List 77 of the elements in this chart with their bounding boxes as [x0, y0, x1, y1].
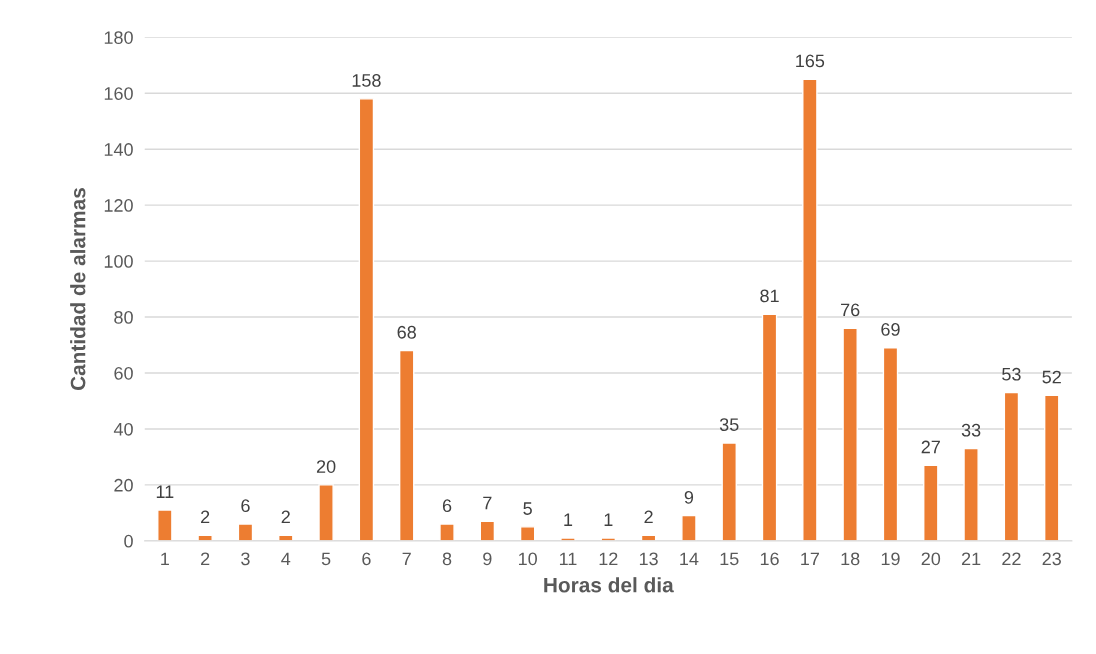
y-axis-title: Cantidad de alarmas — [70, 188, 86, 391]
bar — [318, 484, 334, 541]
x-tick-label: 19 — [881, 552, 900, 566]
data-label: 20 — [316, 460, 336, 473]
data-label: 35 — [719, 418, 739, 431]
data-label: 33 — [961, 423, 981, 437]
bar — [157, 509, 173, 541]
x-tick-label: 11 — [559, 552, 577, 566]
x-tick-label: 1 — [161, 552, 169, 566]
data-label: 7 — [483, 496, 492, 510]
bar — [882, 347, 899, 541]
x-tick-label: 14 — [680, 552, 699, 566]
y-tick-label: 160 — [104, 87, 133, 100]
data-label: 165 — [796, 54, 825, 68]
x-tick-label: 10 — [518, 552, 537, 566]
x-tick-label: 15 — [720, 552, 739, 566]
data-label: 6 — [241, 499, 250, 513]
data-label: 2 — [201, 510, 210, 524]
data-label: 11 — [156, 485, 174, 498]
bar — [479, 520, 496, 541]
y-tick-label: 100 — [104, 255, 133, 268]
data-label: 53 — [1002, 367, 1021, 381]
data-label: 6 — [442, 499, 452, 513]
x-tick-label: 2 — [201, 552, 210, 566]
x-tick-label: 9 — [483, 552, 492, 566]
data-label: 81 — [760, 289, 779, 303]
x-axis-title: Horas del dia — [544, 577, 674, 593]
x-tick-label: 21 — [961, 552, 981, 566]
data-label: 158 — [352, 74, 381, 87]
data-label: 27 — [921, 440, 940, 454]
x-tick-label: 7 — [402, 552, 411, 566]
bar — [1043, 394, 1060, 541]
x-tick-label: 13 — [639, 552, 658, 566]
data-label: 1 — [564, 513, 573, 526]
x-tick-label: 18 — [841, 552, 860, 566]
x-tick-label: 4 — [281, 552, 291, 566]
data-label: 1 — [604, 513, 613, 526]
x-tick-label: 5 — [321, 552, 331, 566]
y-tick-label: 60 — [114, 366, 133, 380]
bar — [923, 464, 939, 541]
bar — [237, 523, 254, 541]
x-tick-label: 22 — [1002, 552, 1021, 566]
data-label: 2 — [644, 510, 653, 524]
bar — [439, 523, 455, 541]
x-tick-label: 3 — [241, 552, 250, 566]
bar — [761, 313, 778, 541]
bar — [721, 442, 737, 541]
x-tick-label: 17 — [801, 552, 819, 566]
data-label: 68 — [397, 325, 416, 339]
x-tick-label: 12 — [599, 552, 618, 566]
bar — [802, 78, 818, 541]
x-tick-label: 20 — [921, 552, 941, 566]
y-tick-label: 0 — [124, 534, 133, 548]
bar — [398, 349, 415, 541]
y-tick-label: 180 — [104, 31, 133, 44]
x-tick-label: 8 — [442, 552, 452, 566]
bar — [963, 447, 979, 541]
x-tick-label: 16 — [760, 552, 779, 566]
y-tick-label: 120 — [104, 199, 133, 212]
x-tick-label: 23 — [1042, 552, 1061, 566]
data-label: 69 — [881, 323, 900, 336]
y-tick-label: 20 — [114, 478, 133, 492]
y-tick-label: 80 — [114, 310, 133, 324]
x-tick-label: 6 — [362, 552, 371, 566]
bar — [358, 98, 375, 541]
data-label: 9 — [684, 490, 694, 504]
data-label: 52 — [1042, 370, 1061, 384]
data-label: 5 — [523, 502, 532, 515]
bar — [560, 537, 576, 541]
bar — [842, 327, 858, 541]
y-tick-label: 40 — [113, 422, 133, 436]
bar — [519, 526, 536, 541]
bar — [681, 514, 697, 541]
y-tick-label: 140 — [104, 143, 133, 156]
bar — [1003, 391, 1020, 541]
data-label: 76 — [841, 303, 860, 317]
data-label: 2 — [281, 510, 290, 524]
